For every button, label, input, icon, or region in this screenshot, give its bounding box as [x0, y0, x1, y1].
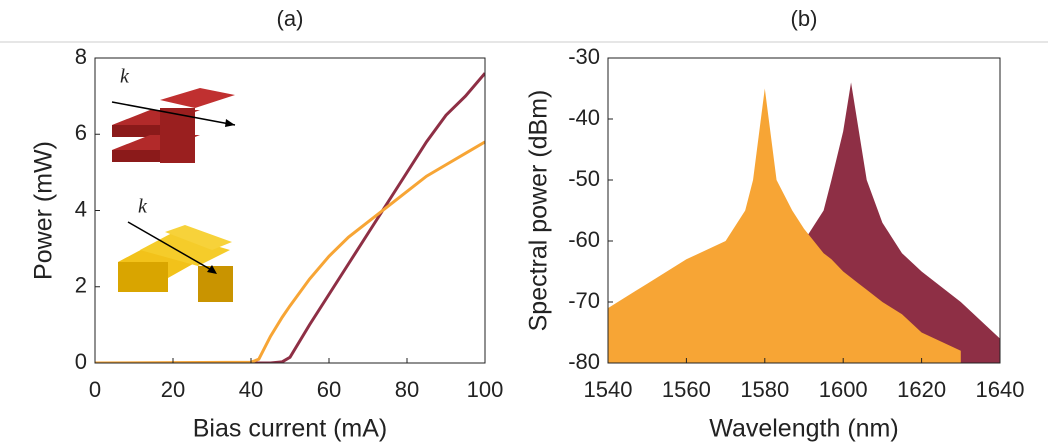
x-tick-label: 20: [161, 377, 185, 402]
inset-yellow: [118, 221, 233, 302]
block: [112, 125, 162, 137]
x-tick-label: 100: [467, 377, 504, 402]
x-tick-label: 1580: [740, 377, 789, 402]
plot-frame: [607, 57, 1001, 364]
inset-red: [111, 88, 236, 163]
k-arrow: [111, 101, 236, 126]
x-tick-label: 40: [239, 377, 263, 402]
line: [95, 140, 485, 363]
y-tick-label: -30: [568, 44, 600, 69]
line: [95, 72, 485, 363]
x-tick-label: 1640: [976, 377, 1025, 402]
x-tick-label: 1560: [662, 377, 711, 402]
x-tick-label: 60: [317, 377, 341, 402]
y-axis-label: Power (mW): [30, 141, 58, 280]
y-tick-label: 0: [75, 349, 87, 374]
x-tick-label: 80: [395, 377, 419, 402]
x-tick-label: 0: [89, 377, 101, 402]
y-tick-label: -60: [568, 227, 600, 252]
plot: [608, 82, 1000, 363]
y-tick-label: 2: [75, 273, 87, 298]
plot: [95, 72, 485, 363]
x-tick-label: 1540: [584, 377, 633, 402]
x-tick-label: 1620: [897, 377, 946, 402]
chart-title: (b): [791, 6, 818, 31]
y-tick-label: 4: [75, 196, 87, 221]
y-tick-label: -50: [568, 166, 600, 191]
block: [112, 150, 162, 162]
x-tick-label: 1600: [819, 377, 868, 402]
y-tick-label: -80: [568, 349, 600, 374]
y-tick-label: -70: [568, 288, 600, 313]
area: [608, 88, 961, 363]
block: [165, 225, 232, 250]
k-arrow: [127, 221, 216, 273]
chart-title: (a): [277, 6, 304, 31]
y-tick-label: 8: [75, 44, 87, 69]
x-axis-label: Wavelength (nm): [709, 415, 898, 443]
block: [118, 262, 168, 292]
x-axis-label: Bias current (mA): [193, 415, 387, 443]
arrow-head: [207, 265, 217, 274]
y-tick-label: -40: [568, 105, 600, 130]
annotation: k⃗: [138, 196, 162, 218]
arrow-head: [225, 119, 235, 127]
y-axis-label: Spectral power (dBm): [525, 90, 553, 332]
y-tick-label: 6: [75, 120, 87, 145]
annotation: k⃗: [120, 66, 144, 88]
block: [118, 245, 200, 278]
block: [160, 88, 235, 108]
